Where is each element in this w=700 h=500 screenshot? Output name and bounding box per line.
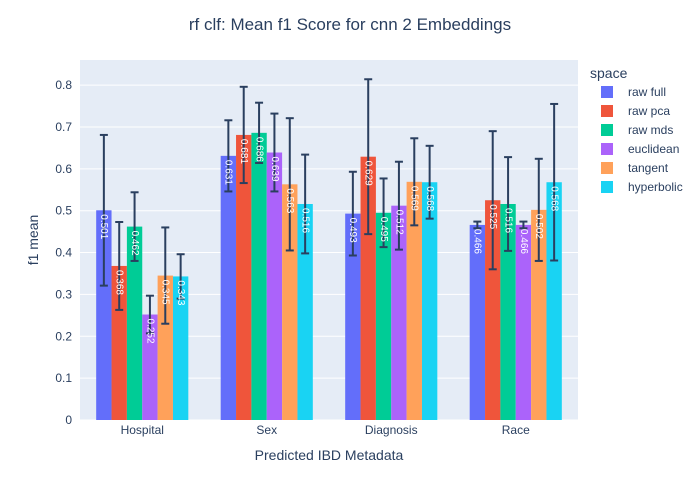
bar	[157, 275, 173, 420]
legend-swatch	[601, 124, 613, 136]
bar-value-label: 0.516	[502, 208, 513, 233]
legend-title: space	[590, 65, 628, 81]
bar-value-label: 0.368	[114, 270, 125, 295]
bar-value-label: 0.631	[223, 160, 234, 185]
bar	[297, 204, 313, 420]
bar	[485, 200, 501, 420]
bar-value-label: 0.568	[424, 186, 435, 211]
y-tick-label: 0.2	[55, 329, 72, 343]
legend-item[interactable]: raw mds	[628, 123, 673, 137]
bar	[421, 182, 438, 420]
bar	[469, 224, 486, 420]
bar-value-label: 0.502	[533, 214, 544, 239]
bar-value-label: 0.466	[518, 229, 529, 254]
bar	[406, 181, 422, 420]
x-axis-title: Predicted IBD Metadata	[255, 447, 404, 463]
bar	[96, 210, 112, 420]
legend: space raw full raw pca raw mds euclidean tan…	[590, 65, 683, 194]
y-axis-ticks: 0 0.1 0.2 0.3 0.4 0.5 0.6 0.7 0.8	[55, 78, 72, 427]
legend-item[interactable]: tangent	[628, 161, 669, 175]
legend-item[interactable]: raw pca	[628, 104, 670, 118]
y-tick-label: 0	[65, 413, 72, 427]
bar	[500, 204, 516, 420]
x-tick-label: Diagnosis	[365, 423, 418, 437]
legend-swatch	[601, 181, 613, 193]
bar	[515, 224, 532, 420]
bar	[126, 226, 143, 420]
bar	[111, 265, 127, 420]
bar	[220, 155, 237, 420]
bar	[172, 276, 189, 420]
bar	[345, 213, 361, 420]
bar-value-label: 0.639	[269, 157, 280, 182]
y-axis-title: f1 mean	[25, 215, 41, 266]
legend-swatch	[601, 143, 613, 155]
bar-value-label: 0.568	[548, 186, 559, 211]
bar	[282, 184, 298, 420]
bar	[142, 314, 158, 420]
bar-value-label: 0.495	[378, 217, 389, 242]
bars: 0.501 0.631 0.493 0.466 0.368 0.681 0.629 0.525…	[96, 78, 562, 420]
legend-item[interactable]: raw full	[628, 85, 666, 99]
bar-value-label: 0.525	[487, 204, 498, 229]
bar	[391, 205, 407, 420]
x-axis-ticks: Hospital Sex Diagnosis Race	[121, 423, 531, 437]
legend-item[interactable]: euclidean	[628, 142, 679, 156]
y-tick-label: 0.1	[55, 371, 72, 385]
bar-value-label: 0.569	[409, 186, 420, 211]
bar-value-label: 0.462	[129, 231, 140, 256]
y-tick-label: 0.8	[55, 78, 72, 92]
legend-swatch	[601, 86, 613, 98]
legend-swatch	[601, 162, 613, 174]
x-tick-label: Sex	[256, 423, 277, 437]
bar	[546, 182, 562, 420]
bar-value-label: 0.516	[299, 208, 310, 233]
bar-value-label: 0.563	[284, 188, 295, 213]
bar-value-label: 0.493	[347, 218, 358, 243]
y-tick-label: 0.5	[55, 204, 72, 218]
legend-item[interactable]: hyperbolic	[628, 180, 683, 194]
bar-value-label: 0.512	[393, 210, 404, 235]
y-tick-label: 0.7	[55, 120, 72, 134]
y-tick-label: 0.3	[55, 287, 72, 301]
bar-value-label: 0.345	[160, 280, 171, 305]
bar	[266, 152, 283, 420]
bar	[251, 132, 267, 420]
bar-value-label: 0.686	[253, 137, 264, 162]
bar-value-label: 0.252	[144, 319, 155, 344]
y-tick-label: 0.4	[55, 246, 72, 260]
bar	[375, 212, 392, 420]
bar-value-label: 0.466	[472, 229, 483, 254]
y-tick-label: 0.6	[55, 162, 72, 176]
bar-value-label: 0.343	[175, 280, 186, 305]
x-tick-label: Hospital	[121, 423, 164, 437]
bar	[531, 209, 547, 420]
bar	[360, 156, 376, 420]
bar-value-label: 0.501	[98, 214, 109, 239]
chart-title: rf clf: Mean f1 Score for cnn 2 Embeddin…	[189, 15, 511, 34]
legend-swatch	[601, 105, 613, 117]
bar-value-label: 0.629	[363, 161, 374, 186]
bar-value-label: 0.681	[238, 139, 249, 164]
x-tick-label: Race	[502, 423, 530, 437]
bar	[236, 134, 252, 420]
